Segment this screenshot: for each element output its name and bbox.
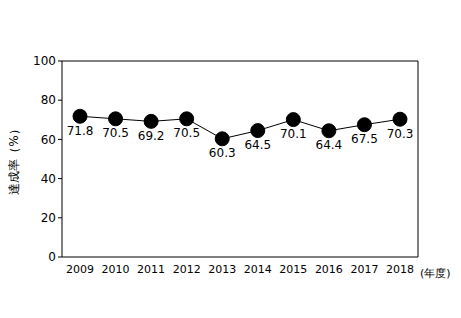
svg-text:達成率（%）: 達成率（%） — [8, 123, 21, 194]
svg-text:64.5: 64.5 — [244, 138, 271, 152]
svg-text:2017: 2017 — [350, 263, 378, 276]
svg-text:80: 80 — [41, 93, 56, 107]
svg-text:60.3: 60.3 — [209, 146, 236, 160]
svg-text:70.5: 70.5 — [173, 126, 200, 140]
svg-text:2013: 2013 — [208, 263, 236, 276]
svg-text:70.5: 70.5 — [102, 126, 129, 140]
svg-text:2012: 2012 — [173, 263, 201, 276]
svg-text:0: 0 — [48, 250, 56, 264]
svg-text:2010: 2010 — [102, 263, 130, 276]
svg-text:2014: 2014 — [244, 263, 272, 276]
svg-text:70.1: 70.1 — [280, 127, 307, 141]
svg-text:2009: 2009 — [66, 263, 94, 276]
svg-text:2011: 2011 — [137, 263, 165, 276]
svg-text:20: 20 — [41, 211, 56, 225]
svg-text:67.5: 67.5 — [351, 132, 378, 146]
svg-text:2016: 2016 — [315, 263, 343, 276]
svg-text:(年度): (年度) — [420, 267, 451, 280]
svg-text:70.3: 70.3 — [387, 127, 414, 141]
svg-text:2015: 2015 — [279, 263, 307, 276]
svg-text:60: 60 — [41, 133, 56, 147]
svg-text:40: 40 — [41, 172, 56, 186]
svg-text:2018: 2018 — [386, 263, 414, 276]
svg-text:71.8: 71.8 — [67, 124, 94, 138]
svg-text:100: 100 — [33, 54, 56, 68]
svg-text:64.4: 64.4 — [316, 138, 343, 152]
svg-text:69.2: 69.2 — [138, 129, 165, 143]
